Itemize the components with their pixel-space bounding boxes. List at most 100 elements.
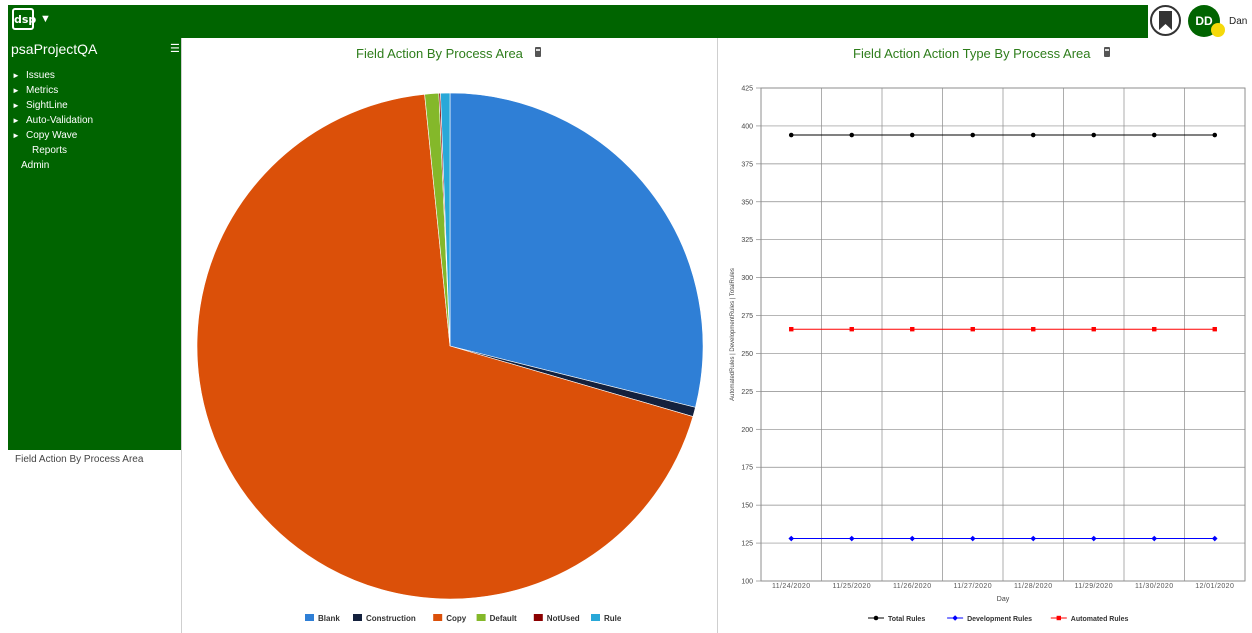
dsp-logo[interactable]: dsp [12,8,36,30]
y-tick-label: 175 [741,465,753,472]
y-tick-label: 100 [741,579,753,586]
expand-arrow-icon: ► [12,116,20,125]
legend-marker-automated-rules [1056,615,1061,621]
expand-arrow-icon: ► [12,71,20,80]
pie-chart-title: Field Action By Process Area [356,46,523,61]
sidebar-item-label: SightLine [26,100,68,111]
legend-swatch-default [476,614,486,621]
data-point-automated-rules [1091,326,1096,332]
sidebar-item-label: Issues [26,70,55,81]
legend-marker-development-rules [952,615,958,621]
legend-swatch-construction [353,614,362,621]
sidebar-item-label: Metrics [26,85,59,96]
bookmark-icon [1159,11,1172,30]
data-point-development-rules [969,535,976,542]
expand-arrow-icon: ► [12,86,20,95]
data-point-automated-rules [1031,326,1036,332]
legend-label-blank: Blank [318,614,340,623]
sidebar-item-metrics[interactable]: ► Metrics [12,83,93,98]
user-status-dot [1211,23,1225,37]
line-chart-title: Field Action Action Type By Process Area [853,46,1091,61]
sidebar-item-issues[interactable]: ► Issues [12,68,93,83]
export-document-icon[interactable] [535,47,541,57]
legend-label-construction: Construction [366,614,416,623]
top-bar: dsp ▼ [8,5,1148,38]
hamburger-menu-icon[interactable]: ☰ [170,43,180,55]
bookmark-button[interactable] [1150,5,1181,36]
y-tick-label: 350 [741,199,753,206]
sidebar-item-copy-wave[interactable]: ► Copy Wave [12,128,93,143]
data-point-automated-rules [910,326,915,332]
x-tick-label: 11/29/2020 [1074,583,1113,590]
x-tick-label: 11/26/2020 [893,583,932,590]
expand-arrow-icon: ► [12,101,20,110]
data-point-development-rules [1211,535,1218,542]
sidebar-item-reports[interactable]: Reports [12,143,93,158]
y-tick-label: 400 [741,123,753,130]
sidebar-item-auto-validation[interactable]: ► Auto-Validation [12,113,93,128]
legend-label-automated-rules: Automated Rules [1071,616,1129,623]
legend-label-default: Default [490,614,517,623]
user-avatar[interactable]: DD [1188,5,1220,37]
legend-label-rule: Rule [604,614,622,623]
y-tick-label: 150 [741,503,753,510]
pie-slice-copy [196,93,694,600]
user-name[interactable]: Dan [1229,16,1248,27]
sidebar-item-label: Admin [21,160,50,171]
data-point-total-rules [1030,132,1036,138]
x-tick-label: 11/24/2020 [772,583,811,590]
sidebar-item-label: Copy Wave [26,130,78,141]
data-point-development-rules [848,535,855,542]
data-point-development-rules [1090,535,1097,542]
data-point-automated-rules [849,326,854,332]
data-point-development-rules [909,535,916,542]
data-point-total-rules [1091,132,1097,138]
sidebar-item-sightline[interactable]: ► SightLine [12,98,93,113]
export-document-icon[interactable] [1104,47,1110,57]
data-point-total-rules [909,132,915,138]
legend-label-copy: Copy [446,614,467,623]
expand-arrow-icon: ► [12,131,20,140]
data-point-total-rules [1151,132,1157,138]
data-point-automated-rules [970,326,975,332]
x-tick-label: 11/28/2020 [1014,583,1053,590]
data-point-total-rules [970,132,976,138]
x-tick-label: 11/30/2020 [1135,583,1174,590]
y-tick-label: 125 [741,541,753,548]
y-tick-label: 425 [741,86,753,93]
sidebar: psaProjectQA ☰ ► Issues ► Metrics ► SightLi… [8,38,182,450]
data-point-automated-rules [1152,326,1157,332]
y-tick-label: 325 [741,237,753,244]
y-tick-label: 200 [741,427,753,434]
y-tick-label: 225 [741,389,753,396]
data-point-total-rules [849,132,855,138]
data-point-total-rules [1212,132,1218,138]
app-menu-caret-icon[interactable]: ▼ [40,13,51,25]
x-axis-label: Day [997,596,1010,603]
legend-swatch-copy [433,614,443,621]
sidebar-item-label: Reports [32,145,68,156]
pie-slice-rule [440,92,451,347]
x-tick-label: 12/01/2020 [1195,583,1234,590]
data-point-development-rules [788,535,795,542]
y-tick-label: 275 [741,313,753,320]
pie-slice-blank [449,92,704,408]
data-point-development-rules [1030,535,1037,542]
y-tick-label: 300 [741,275,753,282]
sidebar-item-admin[interactable]: Admin [12,158,93,173]
y-tick-label: 250 [741,351,753,358]
legend-marker-total-rules [873,615,879,621]
data-point-automated-rules [789,326,794,332]
x-tick-label: 11/25/2020 [832,583,871,590]
y-tick-label: 375 [741,161,753,168]
legend-label-notused: NotUsed [547,614,580,623]
pie-chart: Blank Construction Copy Default NotUsed Rule [196,92,704,623]
legend-label-total-rules: Total Rules [888,616,925,623]
sidebar-item-label: Auto-Validation [26,115,94,126]
project-title: psaProjectQA [11,41,98,57]
data-point-total-rules [788,132,794,138]
x-tick-label: 11/27/2020 [953,583,992,590]
legend-swatch-notused [533,614,543,621]
sidebar-nav: ► Issues ► Metrics ► SightLine ► Auto-Valida… [12,68,93,173]
panel-divider [181,38,182,633]
